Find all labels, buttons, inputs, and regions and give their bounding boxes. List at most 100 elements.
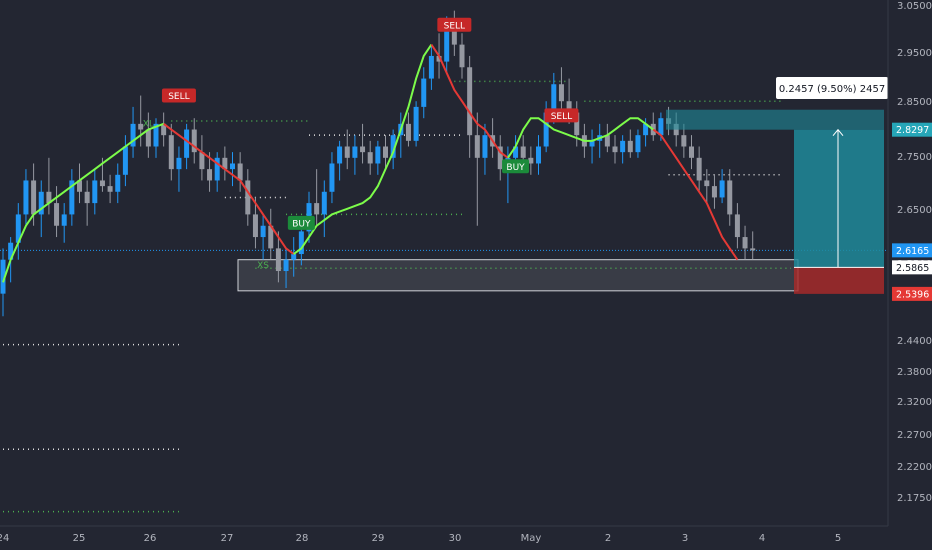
candle — [428, 44, 434, 90]
buy-signal-badge — [502, 159, 530, 174]
exit-signal-label: XL — [143, 120, 154, 130]
x-tick-label: 25 — [73, 533, 86, 544]
x-tick-label: 30 — [449, 533, 462, 544]
candle — [589, 129, 595, 164]
price-label-box — [892, 260, 932, 275]
candle — [413, 101, 419, 147]
sell-signal-label: SELL — [444, 21, 465, 31]
candle — [115, 163, 121, 204]
candle — [138, 95, 144, 147]
y-tick-label: 3.0500 — [897, 1, 932, 12]
candle — [620, 135, 626, 164]
candle — [122, 135, 128, 187]
candle — [727, 169, 733, 226]
candle — [130, 106, 136, 158]
candle — [54, 186, 60, 238]
stop-zone — [794, 267, 884, 294]
x-tick-label: 29 — [372, 533, 385, 544]
y-tick-label: 2.3200 — [897, 397, 932, 408]
candle — [252, 197, 258, 249]
candle — [92, 169, 98, 215]
exit-signal-label: XS — [257, 261, 269, 271]
y-tick-label: 2.9500 — [897, 48, 932, 59]
x-tick-label: 4 — [759, 533, 765, 544]
x-tick-label: 28 — [296, 533, 309, 544]
price-label: 2.5865 — [896, 263, 929, 274]
moving-average-line — [163, 123, 295, 255]
sell-signal-badge — [544, 108, 579, 123]
candle — [230, 152, 235, 187]
candle — [467, 55, 473, 158]
candle — [161, 112, 167, 147]
candle — [474, 112, 480, 226]
candle — [750, 231, 756, 260]
candle — [742, 225, 748, 260]
target-zone — [794, 129, 884, 268]
arrow-head — [832, 128, 844, 137]
y-tick-label: 2.1750 — [897, 493, 932, 504]
buy-signal-label: BUY — [292, 219, 311, 229]
candle — [107, 174, 113, 204]
sell-signal-badge — [161, 88, 196, 103]
candle — [482, 123, 488, 175]
candle — [497, 135, 503, 181]
candle — [15, 203, 21, 260]
candle — [696, 146, 702, 192]
sell-signal-badge — [437, 17, 472, 32]
candle — [84, 180, 90, 226]
candle — [245, 169, 251, 226]
candle — [222, 146, 228, 181]
candle — [184, 123, 190, 170]
y-tick-label: 2.8500 — [897, 97, 932, 108]
price-label: 2.5396 — [896, 289, 929, 300]
consolidation-zone — [237, 259, 799, 292]
y-tick-label: 2.2200 — [897, 462, 932, 473]
x-tick-label: 5 — [835, 533, 841, 544]
x-tick-label: 24 — [0, 533, 9, 544]
moving-average-line — [507, 117, 654, 159]
buy-signal-label: BUY — [506, 163, 525, 173]
candle — [214, 152, 220, 192]
candle — [23, 169, 29, 226]
candle — [321, 180, 327, 238]
y-tick-label: 2.2700 — [897, 430, 932, 441]
candle — [298, 225, 304, 266]
moving-average-line — [430, 44, 509, 159]
candle — [275, 231, 281, 283]
price-label: 2.6165 — [896, 246, 929, 257]
candle — [153, 118, 159, 158]
candle — [329, 152, 335, 204]
price-label-box — [892, 286, 932, 301]
candle — [689, 135, 694, 170]
candle — [291, 237, 297, 277]
candle — [145, 112, 151, 158]
candle — [61, 203, 67, 243]
candle — [237, 152, 243, 192]
candle — [260, 214, 266, 260]
candle — [337, 140, 343, 181]
candle — [711, 174, 717, 209]
candle — [612, 135, 618, 164]
candle — [375, 140, 381, 175]
candle — [191, 118, 197, 164]
candle — [536, 135, 541, 175]
candle — [314, 169, 320, 226]
candle — [459, 33, 465, 79]
y-tick-label: 2.6500 — [897, 205, 932, 216]
candle — [344, 129, 350, 170]
x-tick-label: 26 — [144, 533, 157, 544]
candle — [69, 169, 75, 226]
candle — [168, 123, 174, 181]
measure-label-box — [776, 77, 888, 99]
candle — [176, 146, 182, 192]
candle — [367, 140, 373, 175]
price-label-box — [892, 122, 932, 137]
moving-average-line — [293, 44, 433, 255]
candle — [199, 135, 205, 181]
candle — [352, 135, 358, 175]
candle — [719, 169, 725, 204]
candle — [528, 146, 534, 175]
candle — [704, 169, 710, 204]
candle — [604, 123, 610, 153]
